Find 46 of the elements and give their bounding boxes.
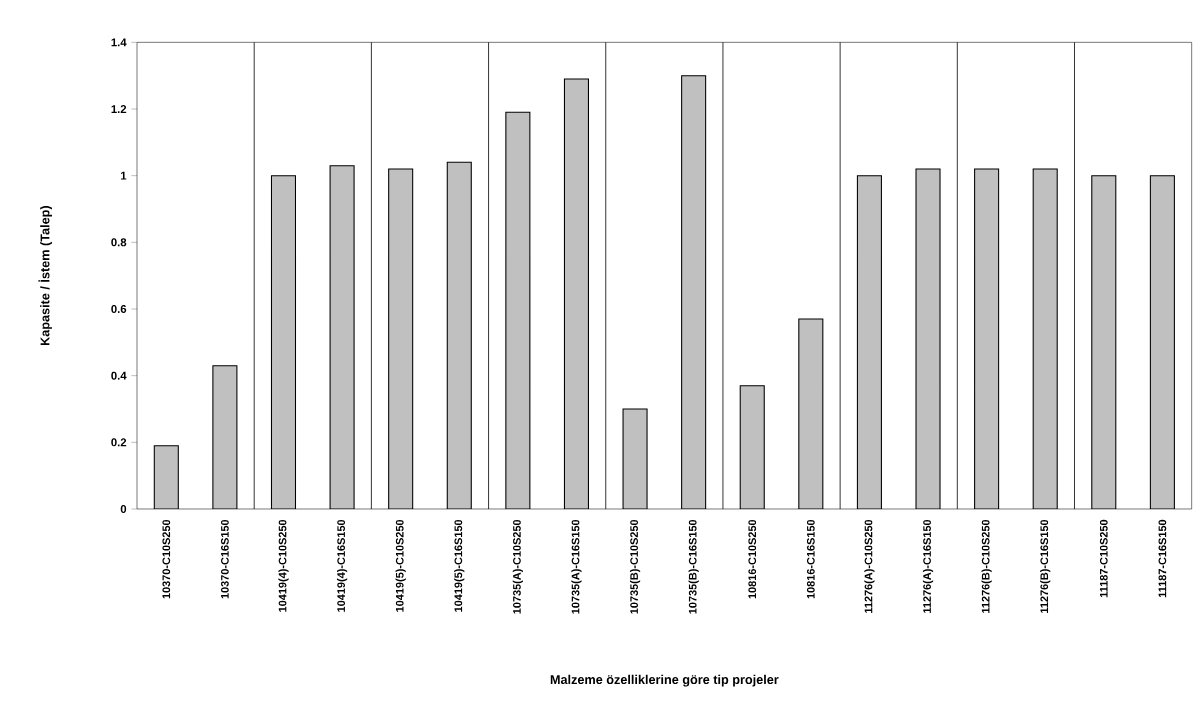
bar — [388, 168, 414, 509]
x-tick-label: 11276(B)-C10S250 — [981, 519, 992, 613]
x-tick-label: 10816-C16S150 — [806, 519, 815, 599]
bar — [1149, 175, 1175, 509]
y-tick-label: 1.4 — [111, 38, 127, 47]
bar — [446, 161, 472, 509]
x-tick-label: 10370-C10S250 — [162, 519, 171, 599]
y-tick-label: 0 — [120, 505, 127, 514]
x-tick-label: 10816-C10S250 — [748, 519, 757, 599]
x-tick-label: 10419(4)-C10S250 — [278, 519, 289, 612]
bar — [798, 318, 824, 509]
y-tick-label: 0.4 — [111, 371, 127, 380]
bar — [1091, 175, 1117, 509]
y-tick-label: 1.2 — [111, 105, 127, 113]
x-tick-label: 11187-C10S250 — [1099, 519, 1108, 598]
y-tick-label: 0.2 — [111, 438, 127, 447]
x-tick-label: 11187-C16S150 — [1158, 519, 1167, 598]
bar — [856, 175, 882, 509]
y-axis-title: Kapasite / İstem (Talep) — [38, 206, 52, 346]
x-axis-title: Malzeme özelliklerine göre tip projeler — [550, 674, 779, 687]
x-tick-label: 10419(5)-C16S150 — [454, 519, 465, 612]
bar — [153, 445, 179, 509]
bar — [739, 385, 765, 509]
x-tick-label: 11276(B)-C16S150 — [1040, 519, 1051, 613]
x-tick-label: 10419(4)-C16S150 — [336, 519, 348, 612]
bar — [270, 175, 297, 509]
x-tick-label: 10735(A)-C10S250 — [512, 519, 523, 614]
x-tick-label: 10735(A)-C16S150 — [571, 519, 582, 614]
y-tick-label: 1 — [121, 171, 127, 180]
bar — [915, 168, 941, 509]
x-tick-label: 10735(B)-C10S250 — [629, 519, 641, 614]
y-tick-label: 0.8 — [111, 238, 127, 247]
y-tick-label: 0.6 — [111, 305, 127, 313]
x-tick-label: 11276(A)-C16S150 — [922, 519, 934, 613]
bar — [681, 75, 707, 509]
bar — [563, 78, 589, 509]
bar — [212, 365, 238, 509]
bar — [622, 408, 648, 509]
bar — [974, 168, 1000, 509]
x-tick-label: 10735(B)-C16S150 — [688, 519, 699, 614]
x-tick-label: 10419(5)-C10S250 — [395, 519, 406, 612]
bar — [329, 165, 355, 509]
x-tick-label: 11276(A)-C10S250 — [864, 519, 875, 613]
bar — [1032, 168, 1058, 509]
bar — [505, 111, 531, 509]
x-tick-label: 10370-C16S150 — [221, 519, 229, 599]
